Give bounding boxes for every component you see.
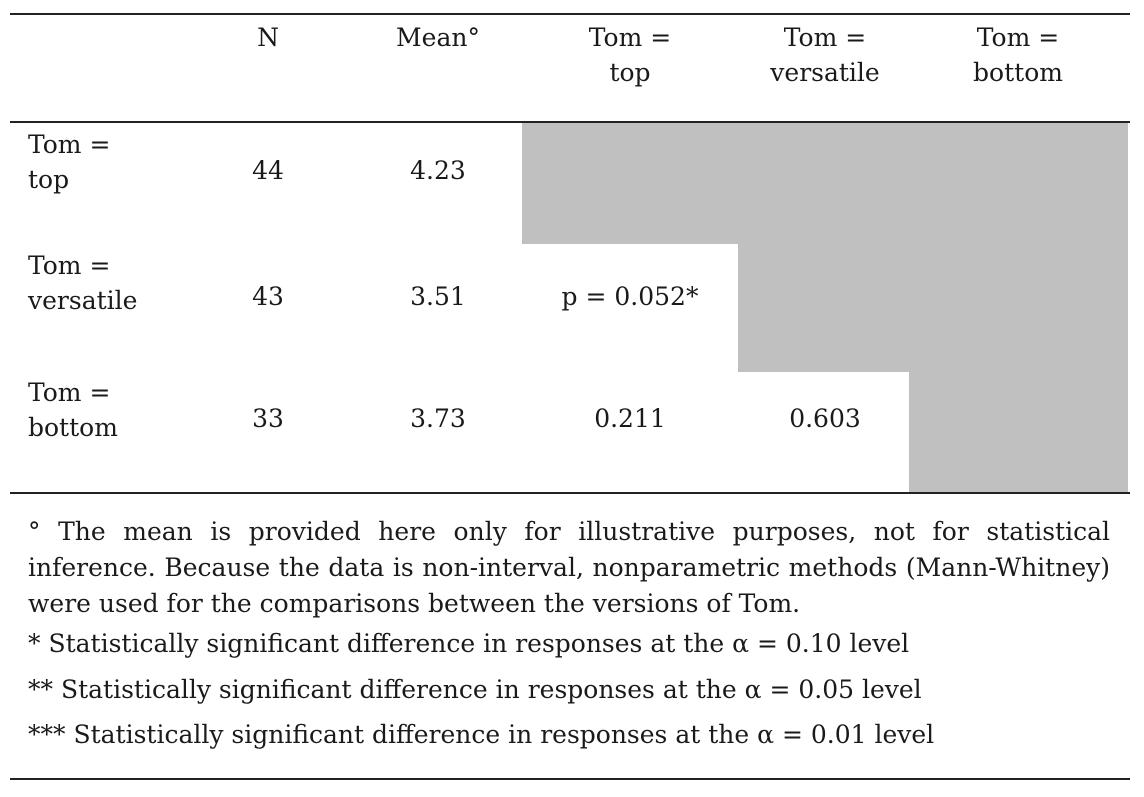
note-one-star: * Statistically significant difference i… (28, 629, 910, 658)
cell-n: 43 (252, 282, 284, 311)
note-three-star: *** Statistically significant difference… (28, 720, 935, 749)
shaded-cells-row-top (522, 123, 1128, 244)
header-tom-top-line1: Tom = (588, 23, 672, 52)
cell-vs-top: 0.211 (594, 404, 666, 433)
shaded-cells-row-versatile (738, 244, 1128, 372)
header-mean: Mean° (396, 23, 480, 52)
row-label-line2: bottom (28, 413, 118, 442)
cell-vs-top: p = 0.052* (561, 282, 699, 311)
header-tom-versatile: Tom = versatile (755, 20, 895, 90)
note-two-star: ** Statistically significant difference … (28, 675, 922, 704)
header-tom-versatile-line1: Tom = (783, 23, 867, 52)
cell-mean: 3.73 (410, 404, 466, 433)
note-degree: ° The mean is provided here only for ill… (28, 517, 1110, 618)
row-label-line1: Tom = (28, 378, 111, 407)
row-label-line2: top (28, 165, 70, 194)
row-label-line1: Tom = (28, 251, 111, 280)
cell-mean: 3.51 (410, 282, 466, 311)
table-top-rule (10, 13, 1130, 15)
cell-n: 33 (252, 404, 284, 433)
header-tom-bottom-line2: bottom (973, 58, 1063, 87)
row-label-line1: Tom = (28, 130, 111, 159)
header-tom-versatile-line2: versatile (770, 58, 880, 87)
header-tom-bottom: Tom = bottom (948, 20, 1088, 90)
header-tom-top-line2: top (609, 58, 651, 87)
cell-vs-versatile: 0.603 (789, 404, 861, 433)
row-label-tom-top: Tom = top (28, 127, 110, 197)
notes-bottom-rule (10, 778, 1130, 780)
row-label-tom-versatile: Tom = versatile (28, 248, 137, 318)
row-label-tom-bottom: Tom = bottom (28, 375, 118, 445)
row-label-line2: versatile (28, 286, 138, 315)
table-header-rule (10, 121, 1130, 123)
header-tom-bottom-line1: Tom = (976, 23, 1060, 52)
cell-mean: 4.23 (410, 156, 466, 185)
header-tom-top: Tom = top (560, 20, 700, 90)
cell-n: 44 (252, 156, 284, 185)
shaded-cells-row-bottom (909, 372, 1128, 492)
header-n: N (257, 23, 279, 52)
table-bottom-rule (10, 492, 1130, 494)
